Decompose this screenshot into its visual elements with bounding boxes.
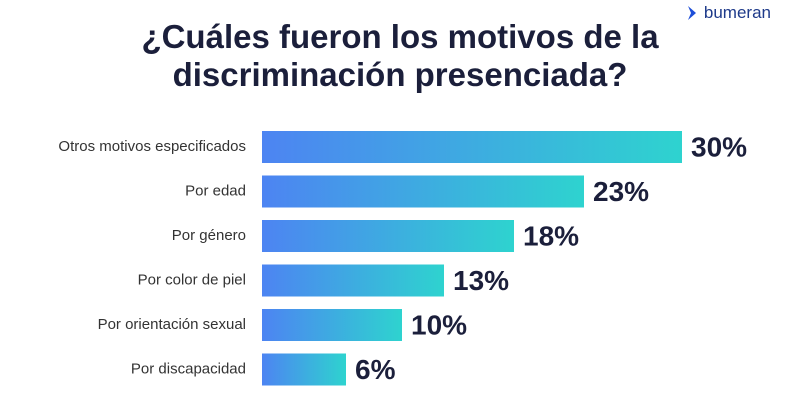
value-label: 18% <box>523 220 579 251</box>
bar <box>262 353 346 386</box>
value-label: 23% <box>593 176 649 207</box>
category-label: Por género <box>172 227 246 244</box>
logo: bumeran <box>687 3 771 23</box>
logo-text: bumeran <box>703 3 771 22</box>
chart-title: ¿Cuáles fueron los motivos de la discrim… <box>141 18 659 93</box>
value-label: 13% <box>453 265 509 296</box>
bar <box>262 220 514 252</box>
bar <box>262 175 584 208</box>
category-label: Otros motivos especificados <box>58 138 246 155</box>
category-label: Por color de piel <box>138 271 246 288</box>
value-label: 30% <box>691 131 747 162</box>
bar <box>262 264 444 297</box>
value-label: 10% <box>411 309 467 340</box>
logo-icon <box>687 6 696 20</box>
category-label: Por orientación sexual <box>98 316 246 333</box>
category-label: Por edad <box>185 182 246 199</box>
bar <box>262 131 682 163</box>
bar <box>262 309 402 341</box>
category-label: Por discapacidad <box>131 360 246 377</box>
value-label: 6% <box>355 354 396 385</box>
